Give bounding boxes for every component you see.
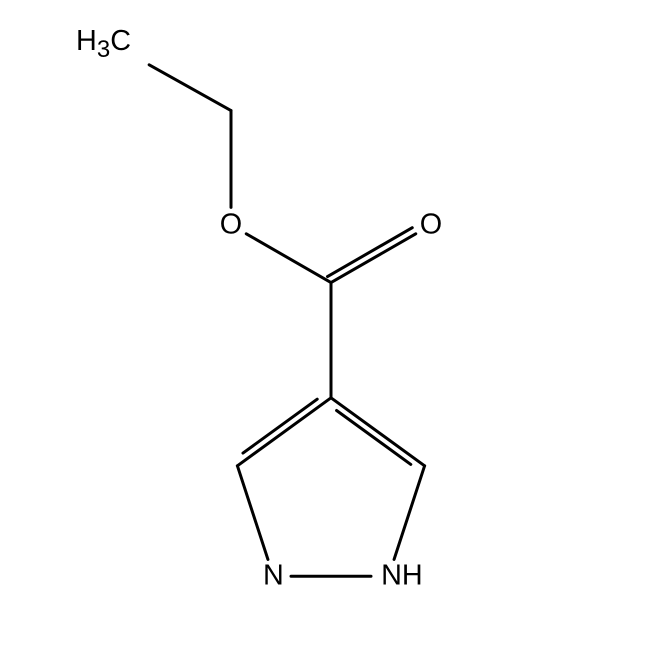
atom-label-ch3: H3C <box>76 27 131 62</box>
atom-label-o_eth: O <box>220 211 242 240</box>
bond-line <box>237 466 268 560</box>
molecule-diagram <box>0 0 650 650</box>
atom-label-o_dbl: O <box>420 211 442 240</box>
bond-line <box>237 398 331 466</box>
bond-line <box>331 398 425 466</box>
bond-line <box>331 234 416 283</box>
bond-line <box>337 411 411 465</box>
bond-line <box>328 228 413 277</box>
bond-line <box>394 466 425 560</box>
atom-label-n1: NH <box>381 562 423 591</box>
atom-label-n2: N <box>263 562 284 591</box>
bond-line <box>149 65 231 111</box>
bond-line <box>243 399 317 453</box>
bond-line <box>246 234 331 283</box>
